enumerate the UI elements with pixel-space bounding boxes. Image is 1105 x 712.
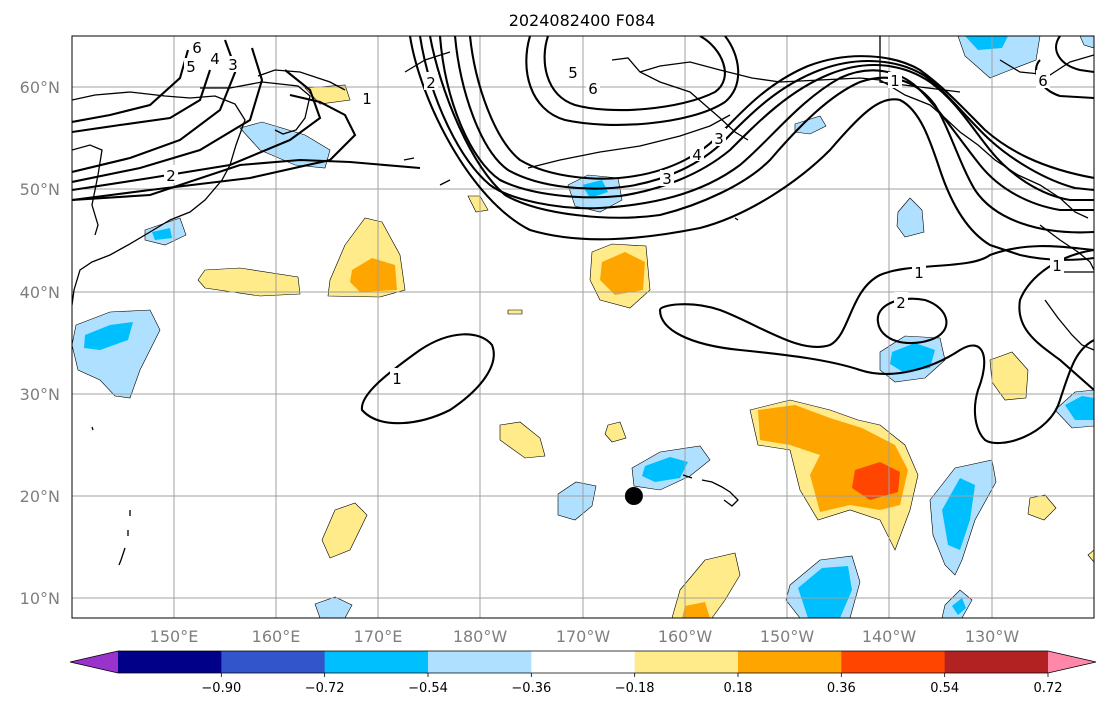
contour-label: 5 [568,64,578,82]
lon-label: 150°W [760,627,815,646]
colorbar-outline [69,650,1097,674]
colorbar-segment [118,651,222,673]
lat-label: 30°N [20,385,60,404]
negative-anomaly-strong [965,36,1008,50]
contour-label: 2 [166,167,176,185]
contour-label: 1 [890,72,900,90]
lon-label: 150°E [150,627,199,646]
contour-label: 1 [914,264,924,282]
contour-label: 3 [662,170,672,188]
contour-label: 3 [714,130,724,148]
contour-label: 4 [692,146,702,164]
contour-label: 1 [362,90,372,108]
positive-anomaly [467,195,489,213]
positive-anomaly-strong [600,252,645,295]
contour-label: 1 [392,370,402,388]
negative-anomaly [557,481,597,521]
figure-title: 2024082400 F084 [509,11,656,30]
colorbar-segment [221,651,326,673]
positive-anomaly-strong [682,602,710,618]
lat-label: 20°N [20,487,60,506]
positive-anomaly [604,421,627,443]
negative-anomaly [794,115,827,135]
positive-anomaly [321,502,368,559]
colorbar-extend-max [1048,651,1096,673]
colorbar-tick-label: −0.54 [408,681,448,696]
contour-label-bg [164,38,1064,386]
contour-labels: 6 5 4 3 1 2 2 5 6 3 4 3 1 2 1 1 6 1 [166,39,1062,388]
colorbar-tick-label: 0.54 [930,681,959,696]
colorbar-tick-label: −0.72 [305,681,345,696]
lat-label: 50°N [20,180,60,199]
colorbar-tick-label: −0.90 [201,681,241,696]
colorbar-extend-min [70,651,118,673]
negative-anomaly [896,197,925,238]
contour-label: 1 [1052,257,1062,275]
negative-anomaly-strong [890,343,935,372]
colorbar-tick-label: 0.72 [1034,681,1063,696]
contour-label: 3 [228,56,238,74]
lat-label: 60°N [20,78,60,97]
colorbar-segment [531,651,636,673]
colorbar-segment [738,651,842,673]
lat-label: 40°N [20,283,60,302]
positive-anomaly [197,267,301,297]
colorbar-segment [634,651,739,673]
positive-anomaly-max [852,462,900,500]
colorbar-tick-label: −0.36 [511,681,551,696]
positive-anomaly [499,421,546,459]
negative-anomaly-strong [152,228,172,240]
contour-label: 6 [192,39,202,57]
lat-label: 10°N [20,589,60,608]
negative-anomaly [1079,36,1094,49]
negative-anomaly-strong [642,457,688,482]
lon-label: 140°W [862,627,917,646]
colorbar: −0.90 −0.72 −0.54 −0.36 −0.18 0.18 0.36 0.54 0.7… [69,650,1097,696]
lon-label: 160°E [252,627,301,646]
colorbar-segment [428,651,532,673]
longitude-labels: 150°E 160°E 170°E 180°W 170°W 160°W 150°… [150,627,1020,646]
colorbar-segment [944,651,1049,673]
contour-label: 5 [186,58,196,76]
contour-lines [72,36,1094,445]
colorbar-segment [841,651,946,673]
colorbar-segment [324,651,429,673]
positive-anomaly [304,84,351,105]
lon-label: 170°E [354,627,403,646]
positive-anomaly [671,552,741,618]
contour-label: 6 [1038,72,1048,90]
lon-label: 170°W [556,627,611,646]
positive-anomaly-strong [350,258,397,292]
lon-label: 130°W [965,627,1020,646]
contour-label: 6 [588,80,598,98]
colorbar-tick-label: −0.18 [615,681,655,696]
lon-label: 160°W [658,627,713,646]
latitude-labels: 60°N 50°N 40°N 30°N 20°N 10°N [20,78,60,608]
contour-label: 2 [896,294,906,312]
map-frame [71,35,1095,619]
negative-anomaly-strong [84,322,133,350]
contour-label: 4 [210,50,220,68]
colorbar-tick-label: 0.36 [827,681,856,696]
colorbar-tick-label: 0.18 [724,681,753,696]
location-marker [624,487,643,505]
gridlines [72,36,1094,618]
contour-label: 2 [426,74,436,92]
shaded-fields [72,36,1094,618]
negative-anomaly [239,121,331,169]
lon-label: 180°W [453,627,508,646]
negative-anomaly-strong [798,566,852,618]
positive-anomaly [507,309,523,315]
negative-anomaly-strong [1065,396,1094,420]
positive-anomaly [1087,549,1094,563]
map-panel: 6 5 4 3 1 2 2 5 6 3 4 3 1 2 1 1 6 1 [71,35,1095,619]
negative-anomaly-strong [952,598,966,615]
